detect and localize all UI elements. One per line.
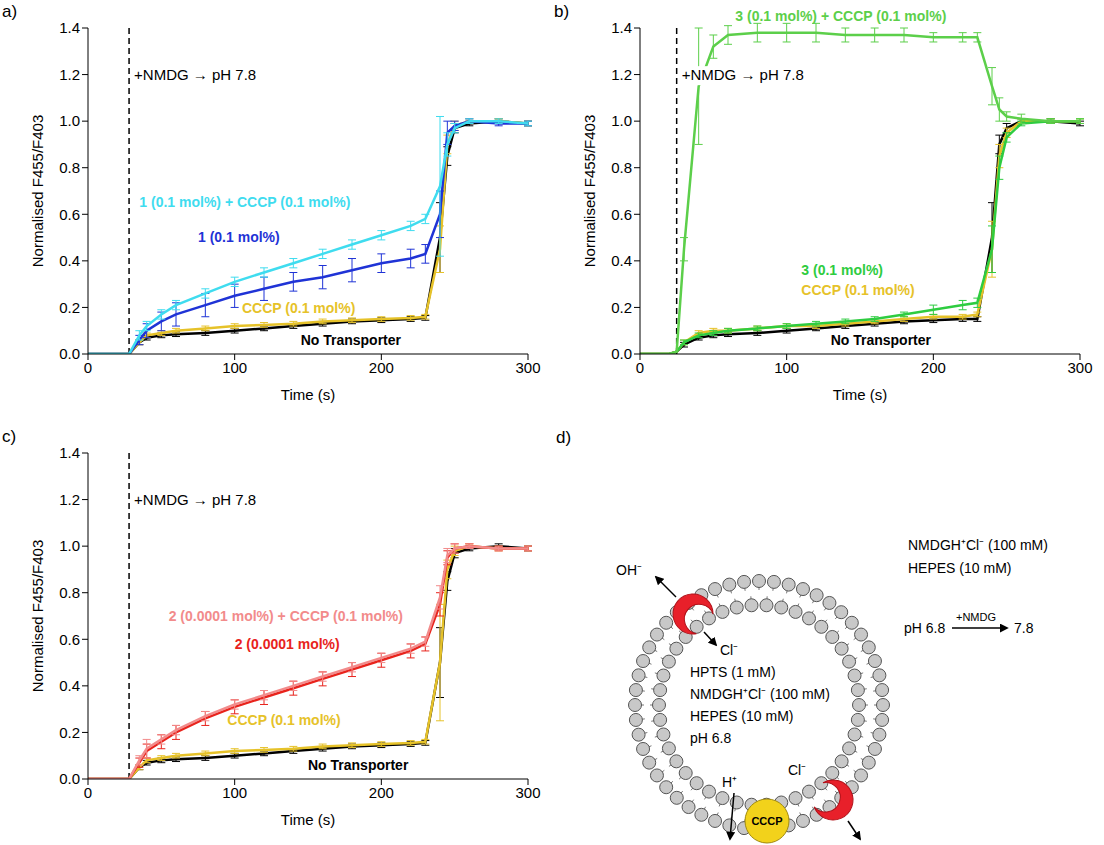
svg-text:1 (0.1 mol%): 1 (0.1 mol%) <box>198 229 280 245</box>
svg-text:100: 100 <box>774 359 799 376</box>
svg-text:0: 0 <box>84 359 92 376</box>
svg-text:HPTS (1 mM): HPTS (1 mM) <box>690 664 776 680</box>
svg-text:0.6: 0.6 <box>59 631 80 648</box>
svg-text:3 (0.1 mol%): 3 (0.1 mol%) <box>801 262 883 278</box>
svg-text:7.8: 7.8 <box>1014 620 1034 636</box>
svg-text:CCCP (0.1 mol%): CCCP (0.1 mol%) <box>242 300 355 316</box>
svg-text:200: 200 <box>369 359 394 376</box>
svg-text:0.4: 0.4 <box>59 677 80 694</box>
svg-text:HEPES (10 mM): HEPES (10 mM) <box>690 708 793 724</box>
svg-text:1.2: 1.2 <box>611 66 632 83</box>
svg-text:NMDGH⁺Cl⁻ (100 mM): NMDGH⁺Cl⁻ (100 mM) <box>908 537 1048 553</box>
svg-text:+NMDG: +NMDG <box>956 611 996 623</box>
svg-text:OH⁻: OH⁻ <box>616 562 642 578</box>
html-text:a): a) <box>2 2 18 21</box>
svg-text:0.6: 0.6 <box>611 206 632 223</box>
svg-text:CCCP: CCCP <box>751 815 782 827</box>
svg-text:1 (0.1 mol%) + CCCP (0.1 mol%): 1 (0.1 mol%) + CCCP (0.1 mol%) <box>139 194 350 210</box>
svg-text:No Transporter: No Transporter <box>831 332 932 348</box>
svg-text:0.2: 0.2 <box>59 299 80 316</box>
svg-text:H⁺: H⁺ <box>722 774 737 790</box>
svg-text:0: 0 <box>636 359 644 376</box>
svg-text:0: 0 <box>84 784 92 801</box>
svg-text:CCCP (0.1 mol%): CCCP (0.1 mol%) <box>801 282 914 298</box>
svg-text:0.4: 0.4 <box>611 252 632 269</box>
svg-text:Time (s): Time (s) <box>281 811 335 828</box>
svg-text:0.2: 0.2 <box>59 724 80 741</box>
svg-text:Time (s): Time (s) <box>833 386 887 403</box>
svg-text:HEPES (10 mM): HEPES (10 mM) <box>908 560 1011 576</box>
svg-text:1.0: 1.0 <box>59 112 80 129</box>
svg-text:100: 100 <box>222 359 247 376</box>
svg-text:Cl⁻: Cl⁻ <box>720 642 738 658</box>
svg-text:100: 100 <box>222 784 247 801</box>
svg-text:Normalised F455/F403: Normalised F455/F403 <box>29 115 46 268</box>
svg-text:300: 300 <box>1067 359 1092 376</box>
svg-text:Time (s): Time (s) <box>281 386 335 403</box>
svg-text:300: 300 <box>515 359 540 376</box>
svg-text:1.4: 1.4 <box>59 19 80 36</box>
svg-text:0.8: 0.8 <box>611 159 632 176</box>
svg-text:1.2: 1.2 <box>59 66 80 83</box>
svg-text:200: 200 <box>921 359 946 376</box>
svg-text:1.4: 1.4 <box>59 444 80 461</box>
svg-text:+NMDG → pH 7.8: +NMDG → pH 7.8 <box>134 66 256 83</box>
svg-text:0.0: 0.0 <box>59 345 80 362</box>
html-text:c): c) <box>2 427 17 446</box>
svg-text:No Transporter: No Transporter <box>308 757 409 773</box>
svg-text:No Transporter: No Transporter <box>301 332 402 348</box>
svg-text:Cl⁻: Cl⁻ <box>788 762 806 778</box>
svg-text:CCCP (0.1 mol%): CCCP (0.1 mol%) <box>227 712 340 728</box>
svg-text:200: 200 <box>369 784 394 801</box>
svg-text:+NMDG → pH 7.8: +NMDG → pH 7.8 <box>682 66 804 83</box>
svg-text:pH 6.8: pH 6.8 <box>904 620 945 636</box>
svg-text:0.0: 0.0 <box>611 345 632 362</box>
svg-text:2 (0.0001 mol%) + CCCP (0.1 mo: 2 (0.0001 mol%) + CCCP (0.1 mol%) <box>169 608 403 624</box>
svg-text:0.0: 0.0 <box>59 770 80 787</box>
svg-text:d): d) <box>556 428 571 447</box>
svg-text:0.2: 0.2 <box>611 299 632 316</box>
svg-text:300: 300 <box>515 784 540 801</box>
svg-text:NMDGH⁺Cl⁻ (100 mM): NMDGH⁺Cl⁻ (100 mM) <box>690 686 830 702</box>
svg-text:1.4: 1.4 <box>611 19 632 36</box>
svg-text:Normalised F455/F403: Normalised F455/F403 <box>581 115 598 268</box>
svg-text:pH 6.8: pH 6.8 <box>690 730 731 746</box>
svg-text:0.4: 0.4 <box>59 252 80 269</box>
html-text:b): b) <box>554 2 570 21</box>
svg-text:0.8: 0.8 <box>59 584 80 601</box>
svg-text:2 (0.0001 mol%): 2 (0.0001 mol%) <box>235 636 340 652</box>
svg-text:+NMDG → pH 7.8: +NMDG → pH 7.8 <box>134 491 256 508</box>
svg-text:Normalised F455/F403: Normalised F455/F403 <box>29 540 46 693</box>
svg-text:0.6: 0.6 <box>59 206 80 223</box>
svg-text:3 (0.1 mol%) + CCCP (0.1 mol%): 3 (0.1 mol%) + CCCP (0.1 mol%) <box>735 8 946 24</box>
svg-text:1.2: 1.2 <box>59 491 80 508</box>
svg-text:1.0: 1.0 <box>59 537 80 554</box>
svg-text:1.0: 1.0 <box>611 112 632 129</box>
svg-text:0.8: 0.8 <box>59 159 80 176</box>
